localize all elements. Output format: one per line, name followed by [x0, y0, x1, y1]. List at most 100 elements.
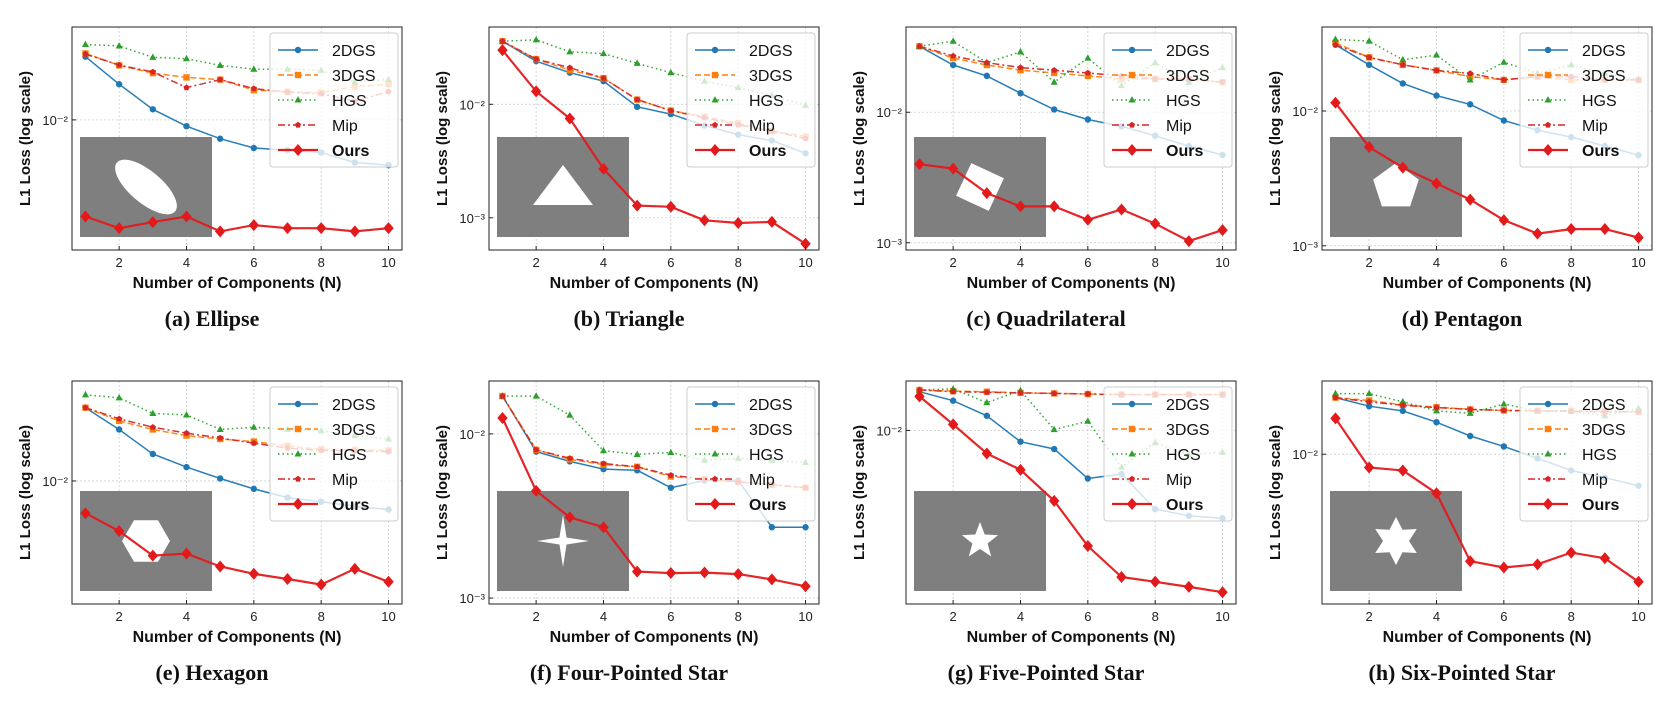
- data-point: [1330, 412, 1341, 425]
- data-point: [667, 484, 675, 491]
- legend-label: Mip: [749, 472, 775, 489]
- data-point: [250, 423, 258, 430]
- data-point: [1048, 494, 1060, 507]
- x-tick-label: 6: [1084, 255, 1091, 270]
- legend-label: Ours: [1166, 497, 1203, 514]
- x-tick-label: 4: [1017, 609, 1024, 624]
- series-line: [85, 394, 389, 440]
- series-ours: [80, 210, 394, 238]
- data-point: [1365, 61, 1373, 69]
- data-point: [768, 524, 776, 531]
- x-tick-label: 10: [798, 255, 812, 270]
- data-point: [1050, 445, 1058, 453]
- data-point: [349, 562, 361, 575]
- legend-swatch-marker: [294, 450, 302, 457]
- data-point: [349, 225, 361, 238]
- data-point: [248, 567, 260, 580]
- data-point: [916, 386, 923, 393]
- data-point: [1365, 37, 1373, 44]
- data-point: [383, 222, 394, 235]
- shape-ellipse: [115, 159, 177, 215]
- y-axis-label: L1 Loss (log scale): [17, 71, 34, 206]
- data-point: [250, 144, 258, 152]
- legend-swatch-marker: [1128, 46, 1136, 54]
- data-point: [983, 412, 991, 419]
- data-point: [497, 44, 508, 57]
- data-point: [1363, 141, 1375, 154]
- data-point: [1084, 69, 1091, 76]
- data-point: [1399, 402, 1406, 408]
- data-point: [981, 447, 993, 460]
- x-axis-label: Number of Components (N): [967, 275, 1176, 292]
- inset-image: [1330, 137, 1462, 237]
- legend-swatch-marker: [1542, 498, 1554, 510]
- legend-label: 3DGS: [749, 422, 793, 439]
- caption-five-pointed-star: (g) Five-Pointed Star: [947, 660, 1145, 685]
- axes-frame: [488, 380, 820, 605]
- chart-five-pointed-star: 2 4 6 8 10 10⁻² Number of Components (N) L1 Los…: [851, 380, 1237, 646]
- data-point: [947, 162, 959, 175]
- x-tick-label: 10: [1215, 255, 1229, 270]
- legend-label: Mip: [332, 118, 358, 135]
- y-axis-label: L1 Loss (log scale): [1267, 71, 1284, 206]
- y-tick-label: 10⁻²: [1292, 447, 1318, 462]
- data-point: [499, 37, 506, 44]
- inset-image: [1330, 491, 1462, 591]
- series-line: [918, 395, 1223, 594]
- data-point: [217, 434, 224, 441]
- legend-swatch-marker: [1128, 71, 1136, 79]
- legend-box: [1519, 386, 1649, 522]
- legend-label: Mip: [1582, 472, 1608, 489]
- data-point: [181, 547, 192, 560]
- data-point: [1498, 561, 1510, 574]
- data-point: [1397, 464, 1409, 477]
- y-axis-label: L1 Loss (log scale): [434, 425, 451, 560]
- axes-frame: [488, 26, 820, 251]
- legend-swatch-marker: [292, 498, 304, 510]
- data-point: [315, 578, 327, 591]
- data-point: [214, 225, 226, 238]
- data-point: [802, 524, 809, 531]
- data-point: [566, 47, 574, 55]
- data-point: [282, 222, 293, 235]
- legend-label: 2DGS: [1582, 397, 1626, 414]
- data-point: [564, 511, 576, 524]
- legend-swatch-marker: [294, 475, 302, 482]
- data-point: [949, 397, 957, 404]
- data-point: [1599, 552, 1611, 565]
- data-point: [1466, 101, 1474, 108]
- data-point: [766, 573, 778, 586]
- data-point: [598, 521, 609, 534]
- data-point: [566, 411, 574, 418]
- x-tick-label: 6: [250, 255, 257, 270]
- legend-label: 2DGS: [1166, 397, 1210, 414]
- series-line: [501, 417, 806, 588]
- data-point: [1332, 394, 1339, 401]
- legend-label: 2DGS: [749, 397, 793, 414]
- legend-swatch-marker: [294, 96, 302, 103]
- series-ours: [914, 158, 1228, 248]
- data-point: [282, 573, 293, 586]
- data-point: [1050, 106, 1058, 113]
- data-point: [1565, 223, 1577, 236]
- y-tick-label: 10⁻²: [459, 97, 485, 112]
- data-point: [634, 463, 641, 470]
- y-tick-label: 10⁻³: [459, 211, 485, 226]
- data-point: [1467, 70, 1474, 77]
- data-point: [1433, 92, 1440, 99]
- legend-label: 3DGS: [749, 68, 793, 85]
- data-point: [116, 415, 123, 422]
- data-point: [916, 43, 923, 49]
- data-point: [250, 85, 257, 92]
- legend-label: Ours: [1582, 497, 1619, 514]
- data-point: [1399, 397, 1407, 405]
- legend-box: [1519, 32, 1649, 168]
- data-point: [1149, 217, 1161, 230]
- series-line: [1334, 417, 1640, 583]
- y-tick-label: 10⁻²: [42, 113, 68, 128]
- legend-swatch-marker: [294, 121, 302, 128]
- shape-triangle: [533, 165, 593, 205]
- x-tick-label: 6: [1500, 255, 1507, 270]
- x-tick-label: 6: [250, 609, 257, 624]
- legend-label: Mip: [332, 472, 358, 489]
